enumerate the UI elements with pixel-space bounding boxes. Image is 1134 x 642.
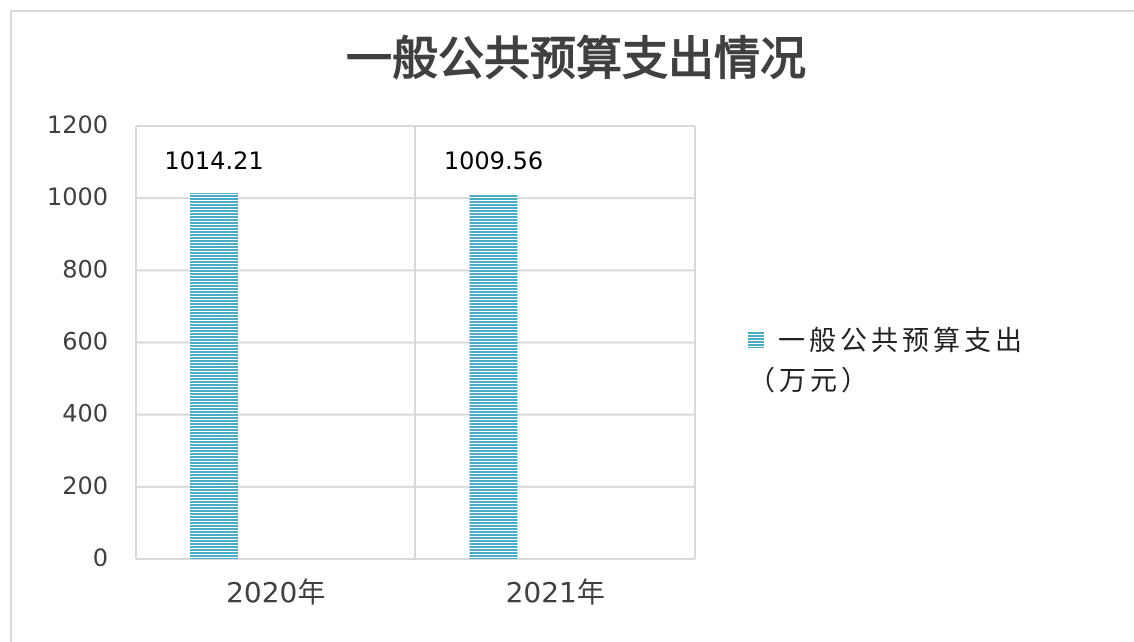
legend: 一般公共预算支出（万元） — [748, 322, 1078, 402]
frame — [10, 10, 1134, 642]
x-tick-label: 2020年 — [226, 576, 325, 609]
bar — [190, 193, 238, 559]
y-tick-label: 1200 — [47, 111, 108, 139]
bar — [469, 194, 518, 559]
y-tick-label: 1000 — [47, 183, 108, 211]
chart-title: 一般公共预算支出情况 — [346, 32, 806, 86]
y-tick-label: 400 — [62, 400, 108, 428]
data-label: 1009.56 — [444, 147, 543, 175]
x-tick-label: 2021年 — [506, 576, 605, 609]
y-tick-label: 200 — [62, 472, 108, 500]
y-tick-label: 800 — [62, 255, 108, 283]
legend-swatch — [748, 332, 764, 348]
y-tick-label: 0 — [93, 544, 108, 572]
y-tick-label: 600 — [62, 328, 108, 356]
legend-label: 一般公共预算支出（万元） — [748, 326, 1026, 397]
data-label: 1014.21 — [164, 147, 263, 175]
